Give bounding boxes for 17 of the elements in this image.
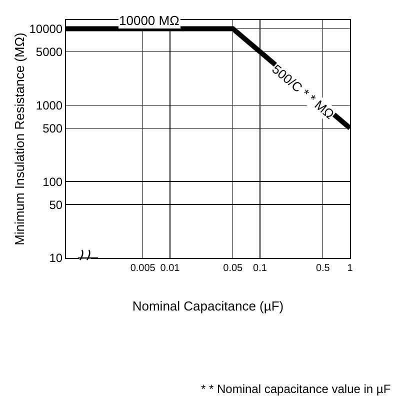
y-tick-label: 5000: [36, 44, 63, 59]
y-tick-label: 50: [49, 198, 63, 212]
x-tick-label: 0.5: [316, 263, 330, 274]
annotation: 10000 MΩ: [119, 13, 180, 28]
x-tick-label: 0.1: [253, 263, 268, 274]
x-tick-label: 0.005: [130, 263, 156, 274]
x-tick-label: 0.01: [160, 263, 180, 274]
y-tick-label: 1000: [36, 98, 63, 112]
y-tick-label: 100: [42, 174, 63, 189]
y-tick-label: 10: [49, 251, 63, 266]
x-tick-label: 0.05: [223, 263, 244, 274]
x-axis-title: Nominal Capacitance (µF): [132, 298, 284, 314]
y-tick-label: 10000: [29, 22, 63, 36]
y-axis-title: Minimum Insulation Resistance (MΩ): [12, 32, 28, 246]
y-tick-label: 500: [42, 121, 63, 136]
x-tick-label: 1: [347, 263, 354, 274]
text: * * Nominal capacitance value in µF: [201, 382, 391, 396]
